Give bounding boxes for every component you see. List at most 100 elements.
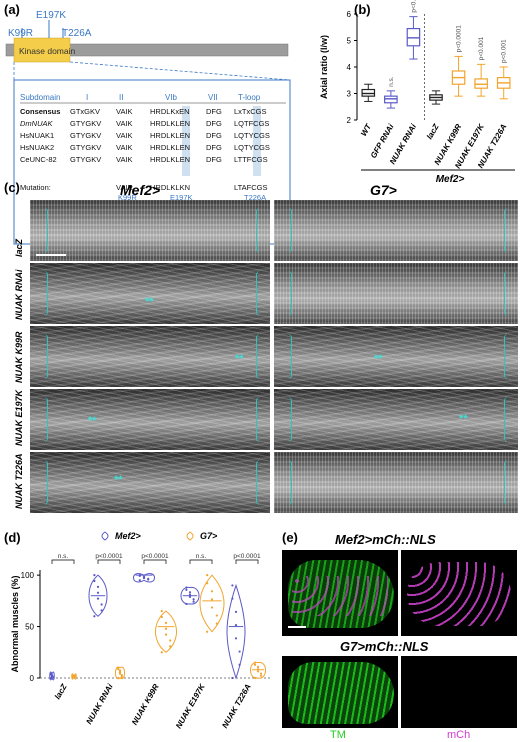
phenotype-star: ** [235,353,244,365]
alignment-row-hsnuak2: HsNUAK2 GTYGKV VAIK HRDLKLEN DFG LQTYCGS [20,143,270,152]
header-subdomain: Subdomain [20,93,60,102]
header-i: I [86,93,88,102]
alignment-row-dmnuak: DmNUAK GTYGKV VAIK HRDLKLEN DFG LQTFCGS [20,119,269,128]
box-nuak-rnai [406,16,421,60]
mutation-sublabels: K99R E197K T226A [118,193,266,202]
tendon-marker [288,208,292,253]
svg-text:Consensus: Consensus [20,107,60,116]
svg-text:HRDLKxEN: HRDLKxEN [150,107,190,116]
panel-d-label: (d) [4,530,21,545]
y-tick-label: 0 [30,674,35,683]
svg-text:DFG: DFG [206,107,222,116]
p-value-label: p<0.001 [478,36,485,60]
data-point [210,606,214,609]
data-point [192,600,195,603]
data-point [256,670,260,673]
p-value-label: p<0.0001 [141,553,169,560]
data-point [138,579,141,582]
data-point [96,597,100,600]
data-point [188,591,192,594]
data-point [50,673,53,676]
data-point [256,665,260,669]
phenotype-star: ** [114,474,123,486]
y-tick-label: 3 [347,90,352,99]
data-point [93,579,96,583]
phenotype-star: ** [88,415,97,427]
tendon-marker [504,271,508,316]
col-title-mef2: Mef2> [120,182,161,198]
svg-text:GTYGKV: GTYGKV [70,155,101,164]
box-nuak-k99r [451,55,466,97]
y-axis-label: Abnormal muscles (%) [10,575,20,672]
x-tick-label: lacZ [425,122,441,141]
embryo-mch-mef2 [401,550,517,636]
y-tick-label: 2 [347,116,352,125]
svg-text:LQTYCGS: LQTYCGS [234,131,270,140]
data-point [215,622,218,625]
box-nuak-e197k [474,63,488,97]
svg-text:HRDLKLEN: HRDLKLEN [150,155,190,164]
data-point [238,663,241,666]
p-value-label: p<0.0001 [233,553,261,560]
data-point [253,663,257,666]
significance-bracket [51,559,75,564]
x-tick-label: NUAK T226A [220,682,253,729]
tendon-marker [256,208,260,253]
data-point [93,615,96,618]
svg-text:GTYGKV: GTYGKV [70,131,101,140]
embryo-tm-mef2 [282,550,398,636]
data-point [210,598,214,601]
svg-text:LxTxCGS: LxTxCGS [234,107,267,116]
y-tick-label: 6 [347,10,352,19]
data-point [96,585,100,588]
channel-label-mch: mCh [447,729,471,741]
box-wt [361,83,376,102]
phenotype-star: ** [374,353,383,365]
svg-text:VAIK: VAIK [116,143,133,152]
micrograph-nuak-e197k-mef2: ** [30,389,270,450]
embryo-mch-g7 [401,656,517,728]
scale-bar [288,626,306,628]
micrograph-nuak-t226a-mef2: ** [30,452,270,513]
scale-bar [36,254,66,256]
svg-text:GTYGKV: GTYGKV [70,119,101,128]
channel-label-tm: TM [330,729,346,741]
p-value-label: n.s. [388,76,395,87]
svg-text:GTxGKV: GTxGKV [70,107,100,116]
y-tick-label: 4 [347,63,352,72]
violin-lacz-mef2 [49,671,55,681]
svg-text:CeUNC-82: CeUNC-82 [20,155,57,164]
data-point [238,650,241,653]
panel-a-label: (a) [4,2,20,17]
mutation-label-e197k: E197K [36,10,66,21]
micrograph-nuak-e197k-g7: ** [274,389,518,450]
data-point [93,574,96,577]
data-point [118,672,122,675]
p-value-label: p<0.001 [501,39,508,63]
data-point [253,661,257,664]
data-point [253,676,257,680]
svg-text:HsNUAK2: HsNUAK2 [20,143,54,152]
y-tick-label: 5 [347,37,352,46]
legend-label: Mef2> [115,531,142,541]
data-point [160,651,163,654]
alignment-row-hsnuak1: HsNUAK1 GTYGKV VAIK HRDLKLEN DFG LQTYCGS [20,131,270,140]
violin-nuak-t226a-mef2 [226,583,246,680]
x-tick-label: lacZ [53,682,69,701]
svg-text:DFG: DFG [206,119,222,128]
data-point [100,609,103,612]
svg-text:VAIK: VAIK [116,155,133,164]
micrograph-nuak-rnai-g7 [274,263,518,324]
data-point [185,602,188,606]
alignment-row-consensus: Consensus GTxGKV VAIK HRDLKxEN DFG LxTxC… [20,107,267,116]
data-point [185,588,188,591]
svg-text:HRDLKLEN: HRDLKLEN [150,143,190,152]
data-point [100,603,103,606]
data-point [147,578,150,581]
tendon-marker [288,334,292,379]
violin-nuak-rnai-g7 [115,666,125,680]
tendon-marker [44,208,48,253]
p-value-label: p<0.0001 [95,553,123,560]
